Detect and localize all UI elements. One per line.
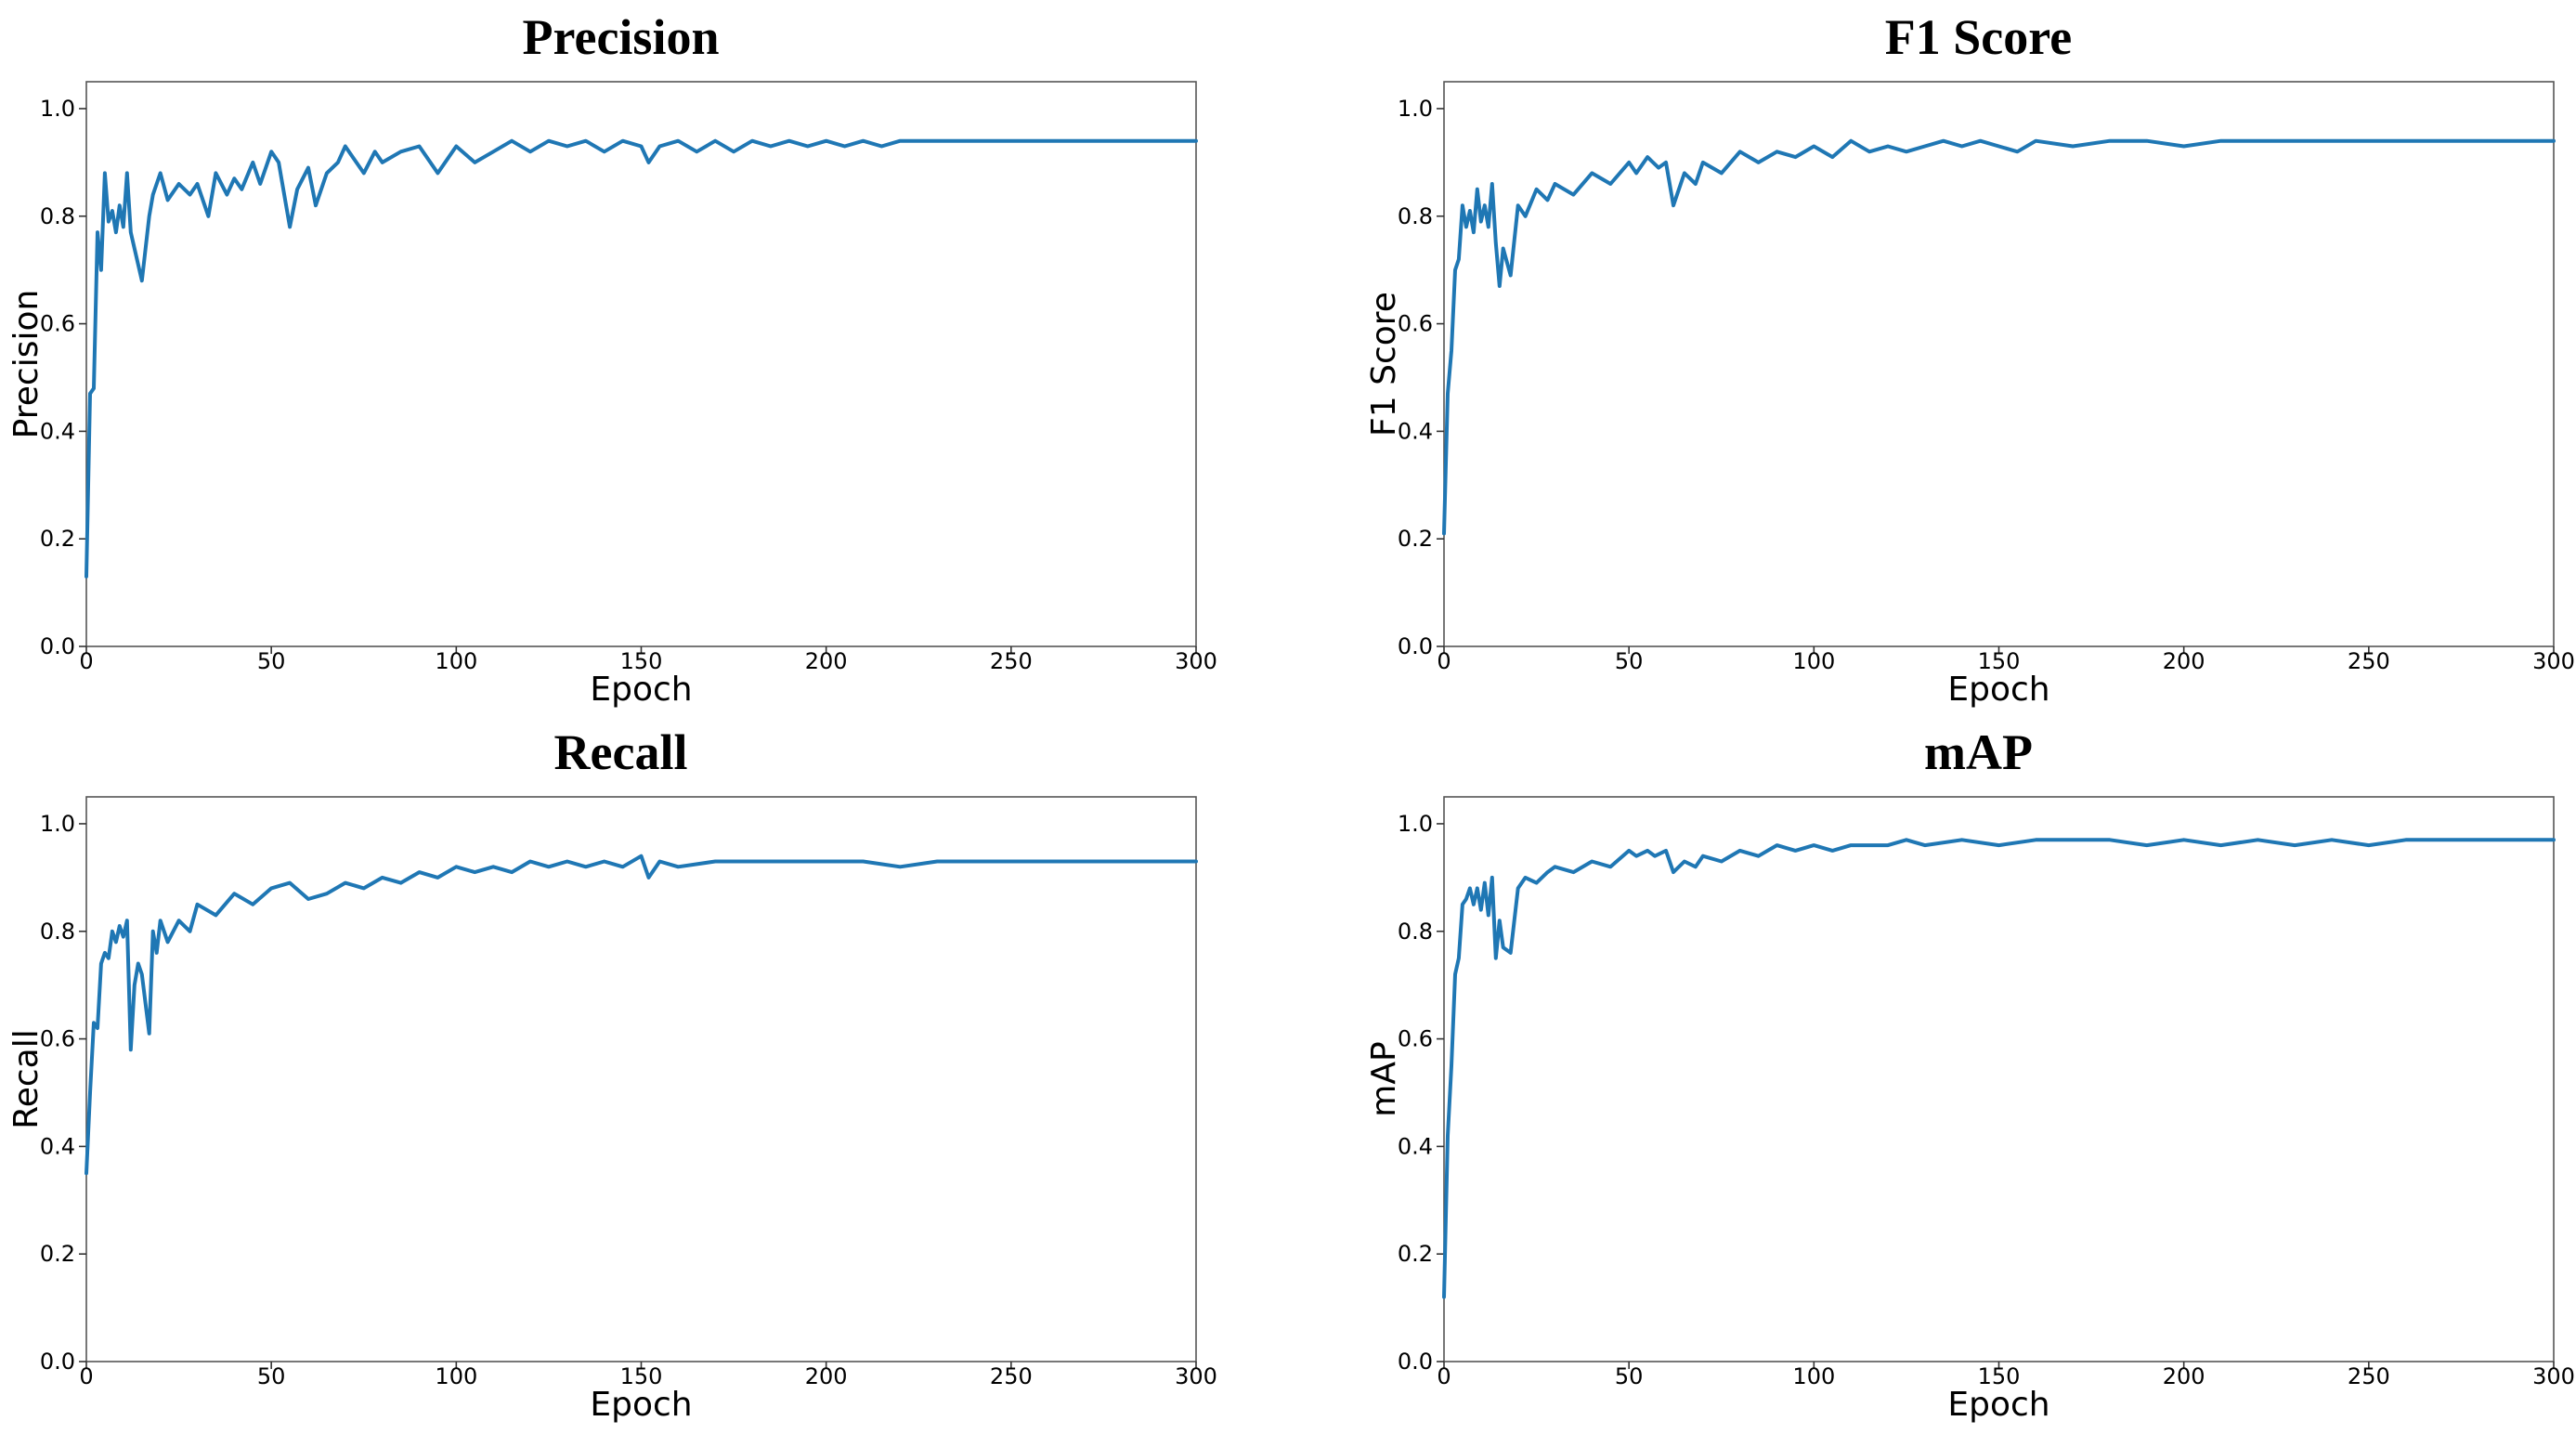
- plot-frame: [85, 796, 1197, 1362]
- x-axis-label: Epoch: [590, 671, 692, 709]
- x-tick-label: 250: [2348, 648, 2390, 674]
- x-tick-label: 0: [79, 648, 93, 674]
- f1-score-chart: F1 Score 0.0 0.2 0.4 0.6 0.8 1.0 0 50 100 150 200 25…: [1358, 0, 2576, 717]
- chart-svg: F1 Score 0.0 0.2 0.4 0.6 0.8 1.0 0 50 100 150 200 25…: [1365, 9, 2575, 709]
- x-tick-label: 150: [1978, 1363, 2021, 1389]
- chart-title: mAP: [1924, 724, 2033, 780]
- series-line: [1442, 838, 2556, 1299]
- x-tick-label: 300: [2532, 648, 2575, 674]
- y-tick-label: 0.8: [1398, 919, 1433, 945]
- y-tick-label: 1.0: [1398, 811, 1433, 837]
- chart-svg: Precision 0.0 0.2 0.4 0.6 0.8 1.0 0 50 100 150 200 2…: [7, 9, 1217, 709]
- recall-chart: Recall 0.0 0.2 0.4 0.6 0.8 1.0 0 50 100 150 200 250 3…: [0, 715, 1288, 1432]
- x-tick-label: 50: [1615, 1363, 1644, 1389]
- series-line: [85, 138, 1198, 579]
- x-axis-label: Epoch: [1947, 1386, 2049, 1424]
- y-axis-label: Recall: [7, 1029, 46, 1128]
- y-tick-label: 0.6: [1398, 311, 1433, 337]
- y-tick-label: 1.0: [40, 96, 75, 122]
- y-axis-label: Precision: [7, 290, 46, 439]
- y-tick-label: 1.0: [40, 811, 75, 837]
- x-tick-label: 150: [620, 1363, 663, 1389]
- x-tick-label: 150: [1978, 648, 2021, 674]
- y-tick-label: 0.0: [40, 1349, 75, 1375]
- y-tick-label: 0.6: [40, 1026, 75, 1052]
- y-axis-label: mAP: [1365, 1041, 1403, 1116]
- y-tick-label: 0.2: [1398, 526, 1433, 552]
- x-tick-label: 100: [435, 1363, 477, 1389]
- series-line: [1442, 138, 2556, 536]
- chart-svg: Recall 0.0 0.2 0.4 0.6 0.8 1.0 0 50 100 150 200 250 3…: [7, 724, 1217, 1424]
- series-line: [85, 854, 1198, 1176]
- y-tick-label: 0.0: [40, 633, 75, 659]
- x-tick-label: 150: [620, 648, 663, 674]
- y-tick-label: 0.6: [1398, 1026, 1433, 1052]
- x-tick-label: 0: [79, 1363, 93, 1389]
- x-tick-label: 50: [257, 1363, 286, 1389]
- x-tick-label: 50: [1615, 648, 1644, 674]
- x-axis-label: Epoch: [1947, 671, 2049, 709]
- x-tick-label: 100: [1792, 648, 1835, 674]
- y-tick-label: 0.8: [40, 203, 75, 229]
- y-tick-label: 0.4: [40, 418, 75, 444]
- x-tick-label: 250: [990, 1363, 1033, 1389]
- x-tick-label: 50: [257, 648, 286, 674]
- y-tick-label: 0.8: [1398, 203, 1433, 229]
- y-tick-label: 0.2: [40, 1241, 75, 1267]
- x-tick-label: 0: [1437, 1363, 1451, 1389]
- y-tick-label: 0.4: [1398, 418, 1433, 444]
- x-tick-label: 100: [1792, 1363, 1835, 1389]
- x-tick-label: 250: [2348, 1363, 2390, 1389]
- x-tick-label: 300: [2532, 1363, 2575, 1389]
- x-axis-label: Epoch: [590, 1386, 692, 1424]
- y-tick-label: 0.0: [1398, 1349, 1433, 1375]
- y-tick-label: 0.4: [40, 1133, 75, 1159]
- chart-title: Recall: [554, 724, 688, 780]
- x-tick-label: 300: [1175, 1363, 1217, 1389]
- y-axis-label: F1 Score: [1365, 292, 1403, 437]
- x-tick-label: 200: [805, 648, 848, 674]
- x-tick-label: 200: [805, 1363, 848, 1389]
- x-tick-label: 300: [1175, 648, 1217, 674]
- y-tick-label: 0.2: [40, 526, 75, 552]
- chart-title: F1 Score: [1885, 9, 2072, 65]
- y-tick-label: 0.2: [1398, 1241, 1433, 1267]
- precision-chart: Precision 0.0 0.2 0.4 0.6 0.8 1.0 0 50 100 150 200 2…: [0, 0, 1288, 717]
- x-tick-label: 250: [990, 648, 1033, 674]
- chart-svg: mAP 0.0 0.2 0.4 0.6 0.8 1.0 0 50 100 150 200 250 300 E…: [1365, 724, 2575, 1424]
- y-tick-label: 0.0: [1398, 633, 1433, 659]
- chart-title: Precision: [523, 9, 720, 65]
- x-tick-label: 0: [1437, 648, 1451, 674]
- y-tick-label: 0.6: [40, 311, 75, 337]
- plot-frame: [1443, 81, 2555, 647]
- x-tick-label: 200: [2163, 1363, 2205, 1389]
- x-tick-label: 100: [435, 648, 477, 674]
- x-tick-label: 200: [2163, 648, 2205, 674]
- y-tick-label: 0.8: [40, 919, 75, 945]
- y-tick-label: 1.0: [1398, 96, 1433, 122]
- plot-frame: [1443, 796, 2555, 1362]
- y-tick-label: 0.4: [1398, 1133, 1433, 1159]
- map-chart: mAP 0.0 0.2 0.4 0.6 0.8 1.0 0 50 100 150 200 250 300 E…: [1358, 715, 2576, 1432]
